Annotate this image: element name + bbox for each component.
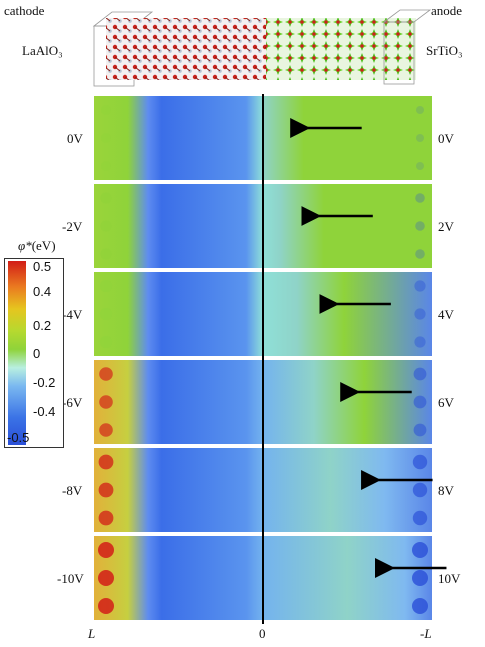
lattice-site-left bbox=[98, 598, 114, 614]
lattice-site-left bbox=[101, 161, 111, 171]
panel-left-voltage-label: -2V bbox=[62, 219, 83, 234]
lattice-site-right bbox=[412, 598, 428, 614]
lattice-site-right bbox=[416, 162, 424, 170]
panel-right-voltage-label: 8V bbox=[438, 483, 454, 498]
panel-right-voltage-label: 6V bbox=[438, 395, 454, 410]
panel-left-voltage-label: -8V bbox=[62, 483, 83, 498]
lattice-site-left bbox=[99, 395, 113, 409]
lattice-site-right bbox=[414, 280, 426, 292]
panel-right-voltage-label: 10V bbox=[438, 571, 461, 586]
lattice-site-left bbox=[100, 192, 112, 204]
lattice-site-right bbox=[413, 423, 427, 437]
lattice-site-right bbox=[412, 570, 428, 586]
lattice-site-right bbox=[412, 510, 428, 526]
lattice-site-right bbox=[416, 134, 424, 142]
colorbar-tick: -0.4 bbox=[33, 404, 56, 419]
colorbar-tick: 0 bbox=[33, 346, 41, 361]
lattice-site-right bbox=[415, 193, 425, 203]
lattice-site-left bbox=[99, 279, 113, 293]
anode-box bbox=[382, 9, 432, 85]
axis-tick-left: L bbox=[88, 626, 96, 641]
lattice-site-right bbox=[414, 308, 426, 320]
anode-label: anode bbox=[431, 3, 463, 18]
colorbar-title: φ*(eV) bbox=[18, 238, 56, 254]
lattice-site-left bbox=[98, 454, 114, 470]
lattice-site-left bbox=[100, 220, 112, 232]
colorbar-tick: 0.2 bbox=[33, 318, 52, 333]
laalo3-label: LaAlO₃ bbox=[22, 43, 63, 58]
lattice-site-right bbox=[413, 367, 427, 381]
lattice-site-right bbox=[412, 542, 428, 558]
lattice-site-left bbox=[99, 367, 113, 381]
lattice-site-right bbox=[415, 249, 425, 259]
lattice-site-left bbox=[100, 248, 112, 260]
panel-left-voltage-label: 0V bbox=[67, 131, 83, 146]
panel-right-voltage-label: 0V bbox=[438, 131, 454, 146]
lattice-site-right bbox=[416, 106, 424, 114]
axis-tick-center: 0 bbox=[259, 626, 266, 641]
panel-left-voltage-label: -6V bbox=[62, 395, 83, 410]
lattice-site-left bbox=[98, 570, 114, 586]
lattice-site-right bbox=[414, 336, 426, 348]
lattice-site-right bbox=[412, 482, 428, 498]
lattice-site-left bbox=[101, 133, 111, 143]
lattice-site-right bbox=[412, 454, 428, 470]
colorbar-symbol: φ* bbox=[18, 238, 32, 253]
lattice-site-right bbox=[415, 221, 425, 231]
lattice-site-left bbox=[99, 307, 113, 321]
panel-right-voltage-label: 2V bbox=[438, 219, 454, 234]
laalo3-lattice bbox=[106, 18, 266, 80]
lattice-site-right bbox=[413, 395, 427, 409]
srtio3-lattice bbox=[266, 18, 416, 80]
lattice-site-left bbox=[99, 423, 113, 437]
lattice-site-left bbox=[98, 542, 114, 558]
panel-left-voltage-label: -4V bbox=[62, 307, 83, 322]
lattice-site-left bbox=[101, 105, 111, 115]
colorbar-unit: (eV) bbox=[31, 238, 56, 253]
axis-tick-right: -L bbox=[420, 626, 432, 641]
colorbar-tick: 0.4 bbox=[33, 284, 52, 299]
crystal-structure-image bbox=[92, 9, 432, 87]
colorbar: 0.5 0.4 0.2 0 -0.2 -0.4 -0.5 bbox=[4, 258, 64, 448]
colorbar-tick: -0.2 bbox=[33, 375, 56, 390]
cathode-label: cathode bbox=[4, 3, 45, 18]
lattice-site-left bbox=[99, 335, 113, 349]
panel-right-voltage-label: 4V bbox=[438, 307, 454, 322]
srtio3-label: SrTiO₃ bbox=[426, 43, 463, 58]
panel-left-voltage-label: -10V bbox=[57, 571, 84, 586]
colorbar-tick: 0.5 bbox=[33, 259, 52, 274]
lattice-site-left bbox=[98, 482, 114, 498]
lattice-site-left bbox=[98, 510, 114, 526]
colorbar-tick: -0.5 bbox=[7, 430, 30, 445]
colorbar-gradient bbox=[8, 261, 26, 445]
